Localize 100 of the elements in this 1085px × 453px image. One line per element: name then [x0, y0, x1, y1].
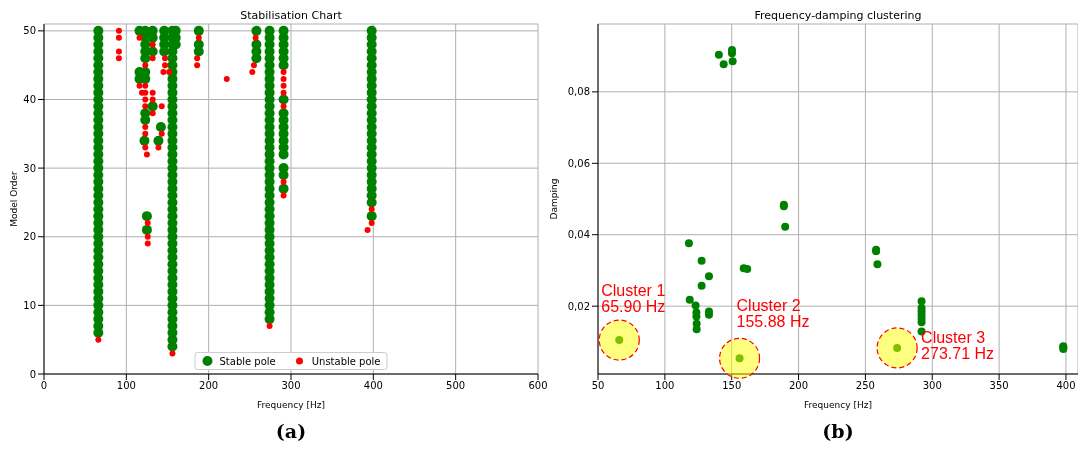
x-tick-label: 350 — [989, 380, 1009, 392]
y-tick-label: 0,04 — [567, 229, 590, 241]
y-tick-label: 0 — [29, 368, 36, 380]
point — [917, 297, 926, 306]
x-tick-label: 300 — [922, 380, 942, 392]
y-tick-label: 40 — [23, 94, 36, 106]
point — [728, 57, 737, 66]
point — [194, 62, 201, 69]
point — [144, 240, 151, 247]
point — [115, 55, 122, 62]
point — [115, 27, 122, 34]
point — [684, 239, 693, 248]
x-tick-label: 400 — [363, 380, 383, 392]
point — [149, 89, 156, 96]
x-tick-label: 400 — [1056, 380, 1076, 392]
y-axis-title: Model Order — [9, 170, 20, 227]
point — [149, 55, 156, 62]
y-axis-title: Damping — [549, 178, 560, 220]
y-tick-label: 30 — [23, 162, 36, 174]
point — [368, 206, 375, 213]
point — [149, 110, 156, 117]
point — [166, 69, 173, 76]
point — [142, 103, 149, 110]
point — [158, 130, 165, 137]
point — [873, 260, 882, 269]
text: (b) — [821, 420, 855, 442]
point — [223, 75, 230, 82]
point — [149, 41, 156, 48]
point — [155, 144, 162, 151]
legend-label: Unstable pole — [311, 355, 381, 367]
x-tick-label: 100 — [116, 380, 136, 392]
point — [280, 69, 287, 76]
x-tick-label: 100 — [655, 380, 675, 392]
point — [280, 103, 287, 110]
point — [144, 220, 151, 227]
y-tick-label: 10 — [23, 299, 36, 311]
point — [250, 62, 257, 69]
point — [691, 301, 700, 310]
y-tick-label: 0,02 — [567, 300, 590, 312]
point — [280, 89, 287, 96]
point — [142, 82, 149, 89]
point — [142, 89, 149, 96]
point — [194, 55, 201, 62]
y-tick-label: 0,08 — [567, 86, 590, 98]
point — [714, 50, 723, 59]
point — [280, 192, 287, 199]
point — [697, 256, 706, 265]
legend-label: Stable pole — [219, 355, 276, 367]
point — [95, 336, 102, 343]
point — [364, 226, 371, 233]
annotation: Cluster 3 273.71 Hz — [921, 328, 995, 362]
x-tick-label: 500 — [446, 380, 466, 392]
point — [162, 55, 169, 62]
x-axis-title: Frequency [Hz] — [257, 400, 325, 410]
point — [162, 62, 169, 69]
point — [743, 265, 752, 273]
text: (a) — [274, 420, 308, 442]
x-tick-label: 250 — [855, 380, 875, 392]
point — [144, 233, 151, 240]
point — [115, 34, 122, 41]
x-tick-label: 300 — [281, 380, 301, 392]
point — [280, 178, 287, 185]
point — [142, 130, 149, 137]
annotation: Cluster 2 155.88 Hz — [736, 297, 810, 331]
chart-title: Frequency-damping clustering — [753, 9, 923, 22]
point — [142, 123, 149, 130]
point — [142, 62, 149, 69]
chart-title: Stabilisation Chart — [239, 9, 343, 22]
point — [142, 96, 149, 103]
point — [704, 272, 713, 281]
x-tick-label: 200 — [789, 380, 809, 392]
point — [280, 75, 287, 82]
x-tick-label: 0 — [40, 380, 48, 392]
point — [685, 295, 694, 304]
point — [136, 34, 143, 41]
point — [697, 281, 706, 290]
point — [368, 220, 375, 227]
y-tick-label: 20 — [23, 231, 36, 243]
point — [280, 82, 287, 89]
point — [266, 322, 273, 329]
point — [249, 69, 256, 76]
point — [781, 222, 790, 231]
point — [719, 60, 728, 69]
point — [195, 34, 202, 41]
point — [143, 151, 150, 158]
annotation: Cluster 1 65.90 Hz — [601, 282, 666, 316]
y-tick-label: 50 — [23, 25, 36, 37]
point — [252, 34, 259, 41]
x-tick-label: 200 — [199, 380, 219, 392]
point — [692, 325, 701, 334]
y-tick-label: 0,06 — [567, 157, 590, 169]
point — [160, 69, 167, 76]
x-axis-title: Frequency [Hz] — [804, 400, 872, 410]
point — [115, 48, 122, 55]
x-tick-label: 600 — [528, 380, 548, 392]
x-tick-label: 50 — [591, 380, 605, 392]
x-tick-label: 150 — [722, 380, 742, 392]
point — [169, 350, 176, 357]
point — [142, 144, 149, 151]
point — [158, 103, 165, 110]
